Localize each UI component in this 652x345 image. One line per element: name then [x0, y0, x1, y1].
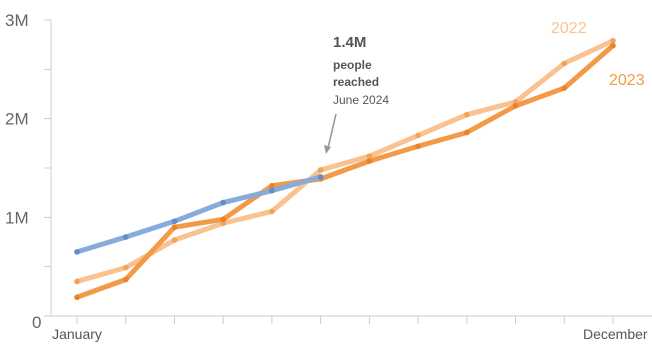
annotation-arrow-head	[324, 145, 331, 154]
data-point	[74, 249, 80, 255]
annotation-line2: reached	[333, 75, 379, 89]
data-point	[171, 237, 178, 243]
data-point	[74, 294, 80, 301]
data-point	[122, 234, 129, 240]
data-point	[74, 278, 80, 285]
data-point	[366, 153, 373, 159]
data-point	[269, 182, 275, 189]
labels-layer: 2022 2023	[551, 20, 645, 89]
y-tick-label: 2M	[5, 110, 29, 129]
y-tick-label: 3M	[5, 11, 29, 30]
series-label-2022: 2022	[551, 20, 587, 37]
y-tick-label: 0	[32, 313, 41, 332]
series-line-2023	[74, 43, 616, 300]
data-point	[610, 37, 616, 44]
data-point	[220, 199, 226, 206]
data-point	[415, 143, 421, 150]
data-point	[464, 129, 470, 136]
series-layer	[74, 37, 616, 301]
data-point	[269, 208, 275, 215]
series-line-2022	[74, 38, 616, 284]
series-line-current	[74, 174, 324, 255]
y-tick-label: 1M	[5, 208, 29, 227]
annotation-value: 1.4M	[333, 34, 366, 51]
data-point	[220, 216, 226, 223]
data-point	[561, 85, 568, 91]
data-point	[269, 187, 275, 194]
data-point	[366, 158, 373, 164]
data-point	[512, 103, 519, 109]
annotation-date: June 2024	[333, 93, 389, 107]
annotation: 1.4M people reached June 2024	[324, 34, 389, 154]
data-point	[561, 60, 568, 67]
axes: 0 1M 2M 3M January December	[5, 11, 652, 342]
data-point	[610, 42, 616, 49]
data-point	[317, 167, 324, 173]
x-tick-label: December	[583, 326, 648, 342]
annotation-arrow-line	[327, 113, 337, 149]
x-tick-label: January	[52, 326, 102, 342]
data-point	[171, 224, 178, 230]
series-label-2023: 2023	[609, 72, 645, 89]
data-point	[122, 276, 129, 283]
data-point	[317, 174, 324, 180]
data-point	[415, 132, 421, 139]
data-point	[464, 111, 470, 118]
annotation-line1: people	[333, 58, 372, 72]
data-point	[171, 218, 178, 225]
data-point	[122, 264, 129, 271]
